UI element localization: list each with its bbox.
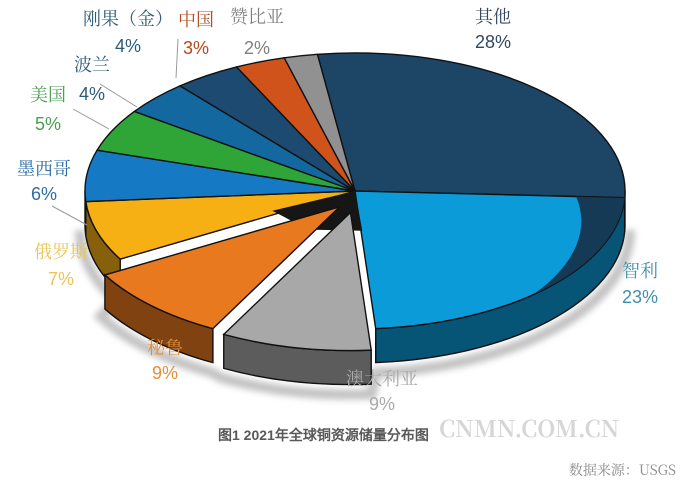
svg-text:澳大利亚: 澳大利亚 (346, 365, 418, 391)
svg-text:28%: 28% (475, 32, 511, 52)
svg-text:23%: 23% (622, 287, 658, 307)
svg-text:9%: 9% (369, 394, 395, 414)
svg-text:6%: 6% (31, 184, 57, 204)
svg-text:4%: 4% (79, 84, 105, 104)
svg-text:墨西哥: 墨西哥 (17, 155, 71, 181)
svg-text:波兰: 波兰 (74, 51, 110, 77)
svg-text:5%: 5% (35, 114, 61, 134)
svg-text:俄罗斯: 俄罗斯 (34, 238, 88, 264)
svg-text:CNMN.COM.CN: CNMN.COM.CN (439, 411, 619, 444)
svg-text:2%: 2% (244, 38, 270, 58)
svg-text:中国: 中国 (178, 6, 214, 32)
svg-text:美国: 美国 (30, 81, 66, 107)
svg-text:9%: 9% (152, 363, 178, 383)
svg-text:刚果（金）: 刚果（金） (83, 5, 173, 31)
svg-text:数据来源：USGS: 数据来源：USGS (569, 460, 676, 480)
svg-text:图1 2021年全球铜资源储量分布图: 图1 2021年全球铜资源储量分布图 (218, 427, 429, 443)
svg-text:赞比亚: 赞比亚 (230, 3, 284, 29)
svg-text:秘鲁: 秘鲁 (147, 334, 183, 360)
svg-text:3%: 3% (183, 38, 209, 58)
svg-text:其他: 其他 (475, 3, 511, 29)
svg-text:4%: 4% (115, 36, 141, 56)
svg-text:智利: 智利 (622, 257, 658, 283)
svg-text:7%: 7% (48, 269, 74, 289)
